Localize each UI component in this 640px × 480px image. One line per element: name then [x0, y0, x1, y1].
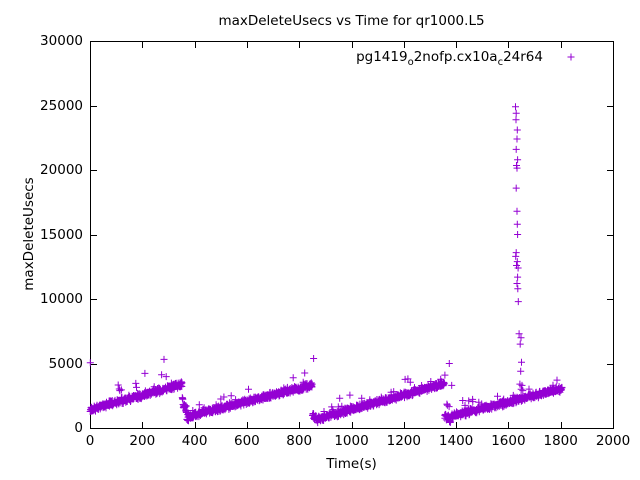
legend-label-part1: pg1419: [356, 49, 408, 65]
y-tick-label: 25000: [40, 97, 83, 114]
legend-label-sub2: c: [497, 57, 504, 68]
x-tick-label: 1000: [334, 433, 369, 449]
legend-label-part2: 2nofp.cx10a: [413, 49, 498, 65]
y-tick-label: 5000: [48, 355, 83, 372]
y-tick-label: 30000: [40, 33, 83, 49]
y-tick-label: 20000: [40, 162, 83, 178]
x-tick-label: 600: [234, 433, 260, 449]
legend-marker-icon: [567, 53, 575, 61]
y-tick-label: 0: [74, 420, 83, 436]
scatter-points: [86, 103, 566, 427]
x-tick-label: 0: [85, 433, 95, 449]
x-tick-label: 2000: [595, 433, 631, 449]
x-tick-label: 400: [181, 433, 208, 449]
chart-title: maxDeleteUsecs vs Time for qr1000.L5: [218, 13, 485, 29]
axis-ticks: [90, 41, 614, 429]
x-tick-label: 1200: [386, 433, 421, 449]
legend-label-part3: 24r64: [503, 49, 543, 65]
y-tick-label: 10000: [40, 291, 83, 307]
x-tick-label: 1400: [438, 433, 474, 449]
legend-label-sub1: o: [407, 57, 414, 68]
legend: pg1419o2nofp.cx10ac24r64: [243, 48, 543, 68]
x-tick-label: 200: [129, 433, 156, 449]
x-tick-label: 1800: [543, 433, 578, 449]
x-axis-label: Time(s): [326, 456, 377, 472]
plot-border: [90, 41, 614, 429]
y-tick-label: 15000: [40, 226, 83, 243]
x-tick-label: 1600: [491, 433, 526, 449]
x-tick-label: 800: [286, 433, 313, 449]
